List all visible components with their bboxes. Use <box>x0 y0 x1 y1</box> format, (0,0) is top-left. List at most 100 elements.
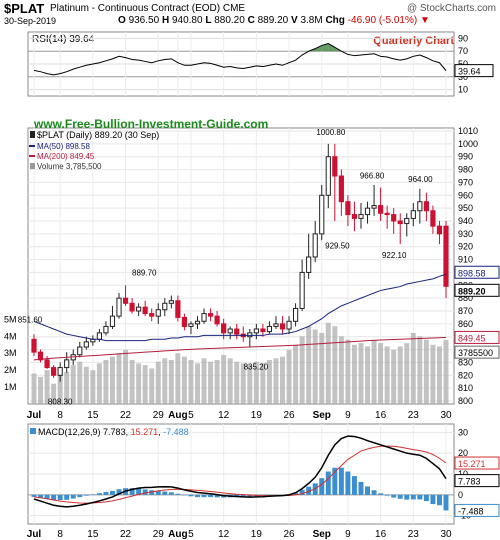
exchange-label: CME <box>222 3 246 14</box>
candle-body <box>221 323 227 334</box>
ma50-tag: 898.58 <box>458 268 486 278</box>
volume-bar <box>181 356 187 404</box>
histogram-bar <box>103 491 109 495</box>
candle-body <box>312 233 318 258</box>
volume-bar <box>57 368 63 404</box>
candle-body <box>410 210 416 219</box>
volume-bars <box>31 322 449 404</box>
rsi-panel: RSI(14) 39.64 Quarterly Chart 9070503010… <box>27 31 494 97</box>
histogram-bar <box>397 494 403 499</box>
price-tick-label: 810 <box>458 383 473 393</box>
histogram-bar <box>195 494 200 498</box>
x-tick-label: Aug <box>168 410 187 421</box>
volume-bar <box>31 373 37 404</box>
histogram-bar <box>129 488 135 495</box>
candle-body <box>227 328 233 334</box>
macd-value-tag: 7.783 <box>458 477 481 487</box>
volume-bar <box>208 361 214 404</box>
price-tick-label: 980 <box>458 165 473 175</box>
histogram-bar <box>266 494 272 496</box>
histogram-bar <box>338 467 344 495</box>
change-label: Chg <box>325 15 345 26</box>
volume-bar <box>365 346 371 404</box>
macd-signal-line <box>33 445 447 504</box>
volume-axis: 5M 4M 3M 2M 1M <box>4 314 17 392</box>
histogram-bar <box>319 478 325 495</box>
volume-bar <box>142 365 148 404</box>
candlesticks <box>31 143 449 382</box>
volume-bar <box>221 354 227 404</box>
quote-date: 30-Sep-2019 <box>4 16 57 26</box>
x-tick-label: 8 <box>57 529 63 540</box>
rsi-tick-label: 50 <box>458 59 468 69</box>
rsi-last-tag <box>454 64 494 78</box>
histogram-bar <box>116 489 122 495</box>
candle-body <box>397 220 403 225</box>
price-tick-label: 800 <box>458 396 473 406</box>
price-tick-label: 970 <box>458 177 473 187</box>
x-tick-label: 29 <box>153 529 165 540</box>
histogram-bar <box>325 471 331 495</box>
histogram-bar <box>136 488 142 495</box>
histogram-bar <box>188 494 194 497</box>
volume-bar <box>260 363 266 404</box>
ma200-line <box>33 336 447 361</box>
macd-legend-swatch <box>30 428 36 434</box>
price-tick-label: 880 <box>458 293 473 303</box>
website-watermark: www.Free-Bullion-Investment-Guide.com <box>33 117 268 131</box>
macd-tick-label: 30 <box>458 427 468 437</box>
candle-body <box>181 316 188 327</box>
volume-bar <box>378 343 384 404</box>
x-tick-label: Jul <box>27 529 42 540</box>
histogram-bar <box>351 476 357 495</box>
candle-body <box>214 315 220 325</box>
price-legend: $PLAT (Daily) 889.20 (30 Sep) MA(50) 898… <box>29 130 159 171</box>
candle-body <box>279 323 286 330</box>
close-tag: 889.20 <box>458 286 486 296</box>
histogram-bar <box>90 494 96 495</box>
x-tick-label: 29 <box>153 410 165 421</box>
volume-value: 3.8M <box>300 15 323 26</box>
candle-body <box>417 201 423 212</box>
volume-bar <box>51 383 57 404</box>
volume-tick-label: 3M <box>4 348 17 358</box>
legend-ma200: MA(200) 849.45 <box>37 152 95 161</box>
volume-bar <box>109 356 115 404</box>
histogram-bar <box>365 486 371 495</box>
volume-bar <box>168 360 174 404</box>
rsi-legend: RSI(14) 39.64 <box>32 34 95 45</box>
price-tick-label: 990 <box>458 152 473 162</box>
histogram-bar <box>293 492 299 495</box>
candle-body <box>430 210 436 227</box>
quarterly-watermark: Quarterly Chart <box>373 35 454 47</box>
legend-candle-swatch <box>30 131 35 138</box>
volume-bar <box>149 368 155 404</box>
volume-bar <box>155 361 161 404</box>
volume-bar <box>201 358 207 404</box>
macd-legend: MACD(12,26,9) 7.783, 15.271, -7.488 <box>30 427 189 437</box>
x-tick-label: Aug <box>168 529 187 540</box>
candle-body <box>391 214 397 222</box>
price-annotation: 929.50 <box>325 242 350 251</box>
change-value: -46.90 (-5.01%) <box>347 15 418 26</box>
price-tick-label: 940 <box>458 216 473 226</box>
volume-tag-box <box>454 345 500 359</box>
candle-body <box>273 323 279 327</box>
x-tick-label: 22 <box>120 529 132 540</box>
candle-body <box>260 328 266 333</box>
x-tick-label: 23 <box>408 529 420 540</box>
candle-body <box>423 201 429 212</box>
volume-bar <box>214 360 220 404</box>
histogram-bar <box>51 494 57 501</box>
volume-bar <box>253 361 259 404</box>
macd-legend-signal: 15.271 <box>131 427 159 437</box>
macd-tags: 15.271 7.783 -7.488 <box>454 456 500 517</box>
candle-body <box>234 328 240 335</box>
candle-body <box>338 175 344 203</box>
x-tick-label: 9 <box>345 410 351 421</box>
legend-volume-swatch <box>30 163 35 169</box>
price-annotations: 851.60 808.30 889.70 835.20 1000.80 929.50 966… <box>18 128 433 407</box>
histogram-bar <box>423 494 429 502</box>
histogram-bar <box>96 493 102 495</box>
